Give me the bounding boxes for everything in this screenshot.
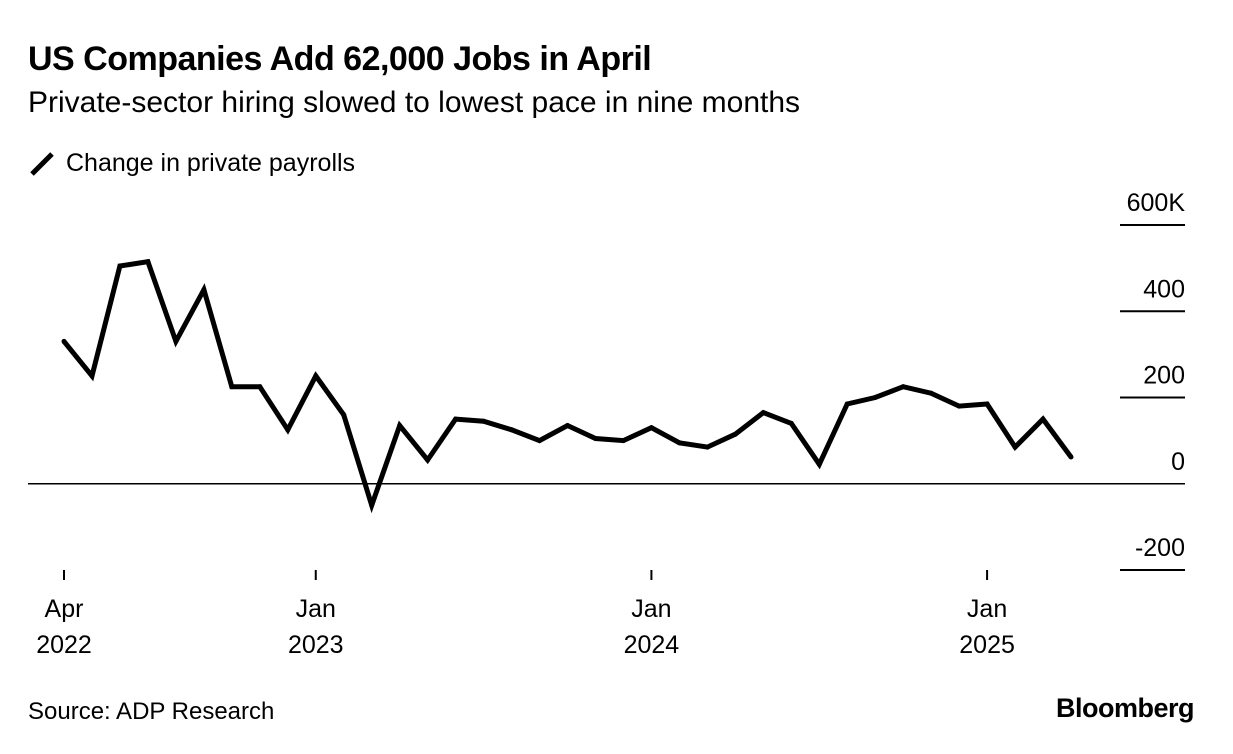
data-point <box>285 427 291 433</box>
y-tick-label: 200 <box>1143 362 1185 390</box>
data-point <box>369 502 375 508</box>
data-point <box>173 338 179 344</box>
x-tick-label-month: Jan <box>967 595 1007 623</box>
source-note: Source: ADP Research <box>28 698 275 725</box>
data-point <box>565 423 570 428</box>
x-tick-label-month: Jan <box>631 595 671 623</box>
chart-title: US Companies Add 62,000 Jobs in April <box>28 40 652 78</box>
data-point <box>984 401 990 407</box>
y-tick-label: 400 <box>1143 275 1185 303</box>
legend: Change in private payrolls <box>28 148 355 178</box>
data-point <box>788 420 794 426</box>
series-layer <box>61 258 1074 514</box>
data-point <box>145 259 151 265</box>
series-line <box>62 258 1074 514</box>
x-tick-label-year: 2025 <box>959 631 1015 659</box>
data-point <box>537 438 542 444</box>
y-tick-label: 600K <box>1127 189 1186 217</box>
data-point <box>257 384 263 390</box>
data-point <box>341 412 347 418</box>
data-point <box>593 436 598 441</box>
data-point <box>229 384 235 390</box>
bloomberg-logo: Bloomberg <box>1055 693 1195 723</box>
data-point <box>648 425 654 431</box>
y-axis: -200 0 200 400 600K <box>1120 189 1186 571</box>
data-point <box>928 390 934 396</box>
data-point <box>61 338 67 344</box>
data-point <box>900 384 906 390</box>
y-tick-label: -200 <box>1135 534 1185 562</box>
data-point <box>760 410 766 416</box>
data-point <box>453 416 459 422</box>
data-point <box>1040 416 1046 422</box>
data-point <box>481 418 487 424</box>
data-point <box>89 373 95 379</box>
data-point <box>816 461 822 467</box>
data-point <box>1068 454 1074 460</box>
data-point <box>844 401 850 407</box>
x-tick-label-year: 2024 <box>624 631 680 659</box>
line-swatch-icon <box>30 152 54 176</box>
x-tick-label-month: Jan <box>296 595 336 623</box>
data-point <box>620 438 626 444</box>
data-point <box>425 457 431 463</box>
data-point <box>313 373 319 379</box>
x-axis: Apr 2022 Jan 2023 Jan 2024 Jan 2025 <box>36 570 1015 659</box>
data-point <box>397 423 403 428</box>
x-tick-label-year: 2023 <box>288 631 344 659</box>
data-point <box>956 403 962 409</box>
data-point <box>117 263 123 269</box>
x-tick-label-year: 2022 <box>36 631 92 659</box>
data-point <box>704 444 710 450</box>
data-point <box>201 287 207 293</box>
x-tick-label-month: Apr <box>45 595 84 623</box>
data-point <box>732 431 738 437</box>
legend-label: Change in private payrolls <box>66 148 356 177</box>
data-point <box>872 395 878 400</box>
data-point <box>1012 444 1018 450</box>
data-point <box>509 427 515 433</box>
data-point <box>676 440 682 446</box>
chart-subtitle: Private-sector hiring slowed to lowest p… <box>28 86 801 119</box>
y-tick-label: 0 <box>1171 448 1185 476</box>
